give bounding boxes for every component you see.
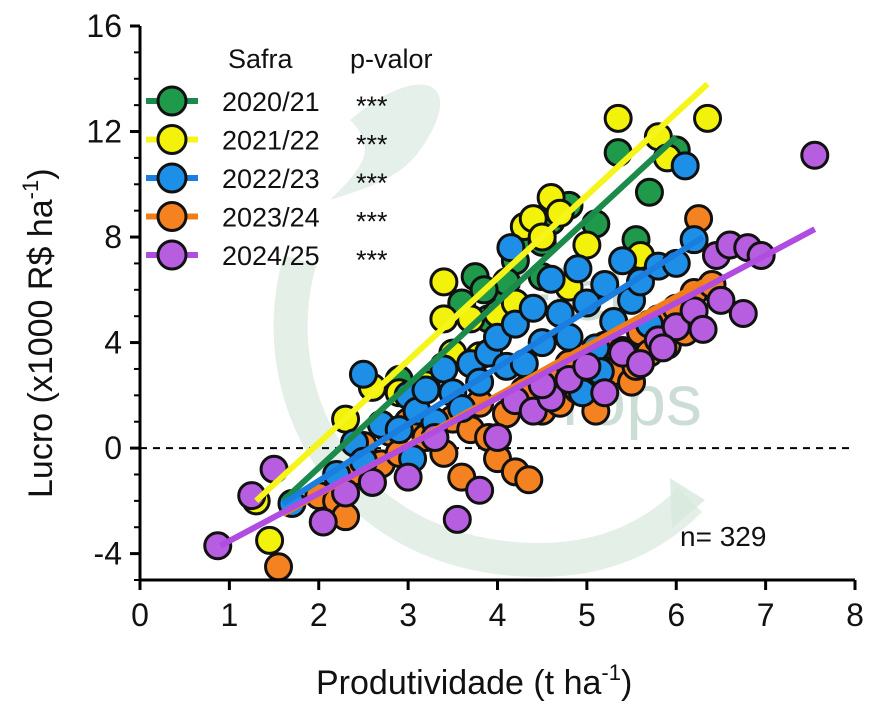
y-tick-label: 4 (104, 325, 122, 361)
point-2021-22 (545, 198, 575, 228)
y-axis-title-end: ) (22, 168, 60, 179)
legend-label: 2024/25 (222, 241, 320, 271)
y-tick-label: 16 (86, 8, 122, 44)
point-2022-23 (496, 233, 526, 263)
legend-label: 2021/22 (222, 126, 320, 156)
legend-pvalue: *** (356, 168, 388, 198)
watermark-arc-shape (273, 255, 703, 578)
legend-header-safra: Safra (228, 44, 294, 74)
point-2023-24 (514, 465, 544, 495)
point-2024-25 (308, 507, 338, 537)
x-tick-label: 8 (846, 597, 864, 633)
legend-label: 2022/23 (222, 164, 320, 194)
point-2021-22 (572, 230, 602, 260)
point-2021-22 (693, 103, 723, 133)
x-axis-title-end: ) (621, 664, 632, 702)
legend-marker (156, 201, 188, 232)
legend-pvalue: *** (356, 245, 388, 275)
watermark-leaf-shape (330, 84, 441, 200)
x-tick-label: 6 (667, 597, 685, 633)
point-2024-25 (203, 531, 233, 561)
x-tick-label: 0 (131, 597, 149, 633)
sample-size-label: n= 329 (680, 521, 766, 552)
x-tick-label: 2 (310, 597, 328, 633)
fit-line-2020-21 (280, 134, 679, 504)
point-2022-23 (518, 293, 548, 323)
fit-line-2021-22 (254, 81, 710, 504)
fit-line-2022-23 (281, 234, 705, 507)
y-tick-label: -4 (94, 536, 122, 572)
y-tick-label: 0 (104, 430, 122, 466)
legend-header-pvalor: p-valor (350, 44, 433, 74)
y-tick-label: 8 (104, 219, 122, 255)
point-2024-25 (728, 299, 758, 329)
point-2024-25 (465, 475, 495, 505)
y-axis-title-sup: -1 (18, 180, 43, 200)
point-2021-22 (429, 267, 459, 297)
x-axis-title: Produtividade (t ha-1) (316, 660, 632, 702)
legend-pvalue: *** (356, 130, 388, 160)
point-2024-25 (357, 467, 387, 497)
legend-label: 2023/24 (222, 203, 320, 233)
watermark-arrow-shape (670, 478, 705, 528)
point-2022-23 (608, 246, 638, 276)
legend-pvalue: *** (356, 207, 388, 237)
point-2022-23 (500, 309, 530, 339)
legend-label: 2020/21 (222, 87, 320, 117)
x-tick-label: 1 (220, 597, 238, 633)
legend-items: 2020/21 *** 2021/22 *** 2022/23 *** 2023/24 ***… (146, 85, 388, 275)
fit-lines (219, 81, 817, 549)
x-axis-title-main: Produtividade (t ha (316, 664, 601, 702)
point-2024-25 (626, 349, 655, 379)
point-2023-24 (264, 552, 294, 582)
x-axis-title-sup: -1 (601, 660, 621, 685)
point-2021-22 (603, 103, 633, 133)
point-2024-25 (483, 423, 512, 453)
y-tick-label: 12 (86, 114, 122, 150)
point-2022-23 (348, 359, 378, 389)
legend-pvalue: *** (356, 91, 388, 121)
point-2022-23 (536, 264, 566, 294)
point-2024-25 (442, 504, 472, 534)
y-axis-title: Lucro (x1000 R$ ha-1) (18, 168, 60, 498)
y-axis-title-main: Lucro (x1000 R$ ha (22, 199, 60, 498)
point-2022-23 (670, 151, 700, 181)
point-2020-21 (634, 177, 664, 207)
x-tick-label: 4 (489, 597, 507, 633)
x-tick-label: 3 (399, 597, 417, 633)
point-2024-25 (648, 333, 678, 363)
x-tick-label: 7 (757, 597, 775, 633)
legend-marker (156, 85, 188, 117)
point-2024-25 (393, 462, 423, 492)
point-2024-25 (688, 314, 718, 344)
legend-marker (156, 239, 188, 271)
point-2024-25 (706, 285, 736, 315)
legend: Safra p-valor 2020/21 *** 2021/22 *** 2022/2… (146, 44, 433, 275)
legend-marker (156, 162, 188, 194)
point-2021-22 (255, 525, 285, 555)
legend-marker (156, 124, 188, 155)
point-2024-25 (800, 140, 830, 170)
x-tick-label: 5 (578, 597, 596, 633)
point-2024-25 (590, 378, 620, 408)
point-2022-23 (563, 254, 593, 284)
fit-line-2024-25 (219, 226, 817, 549)
